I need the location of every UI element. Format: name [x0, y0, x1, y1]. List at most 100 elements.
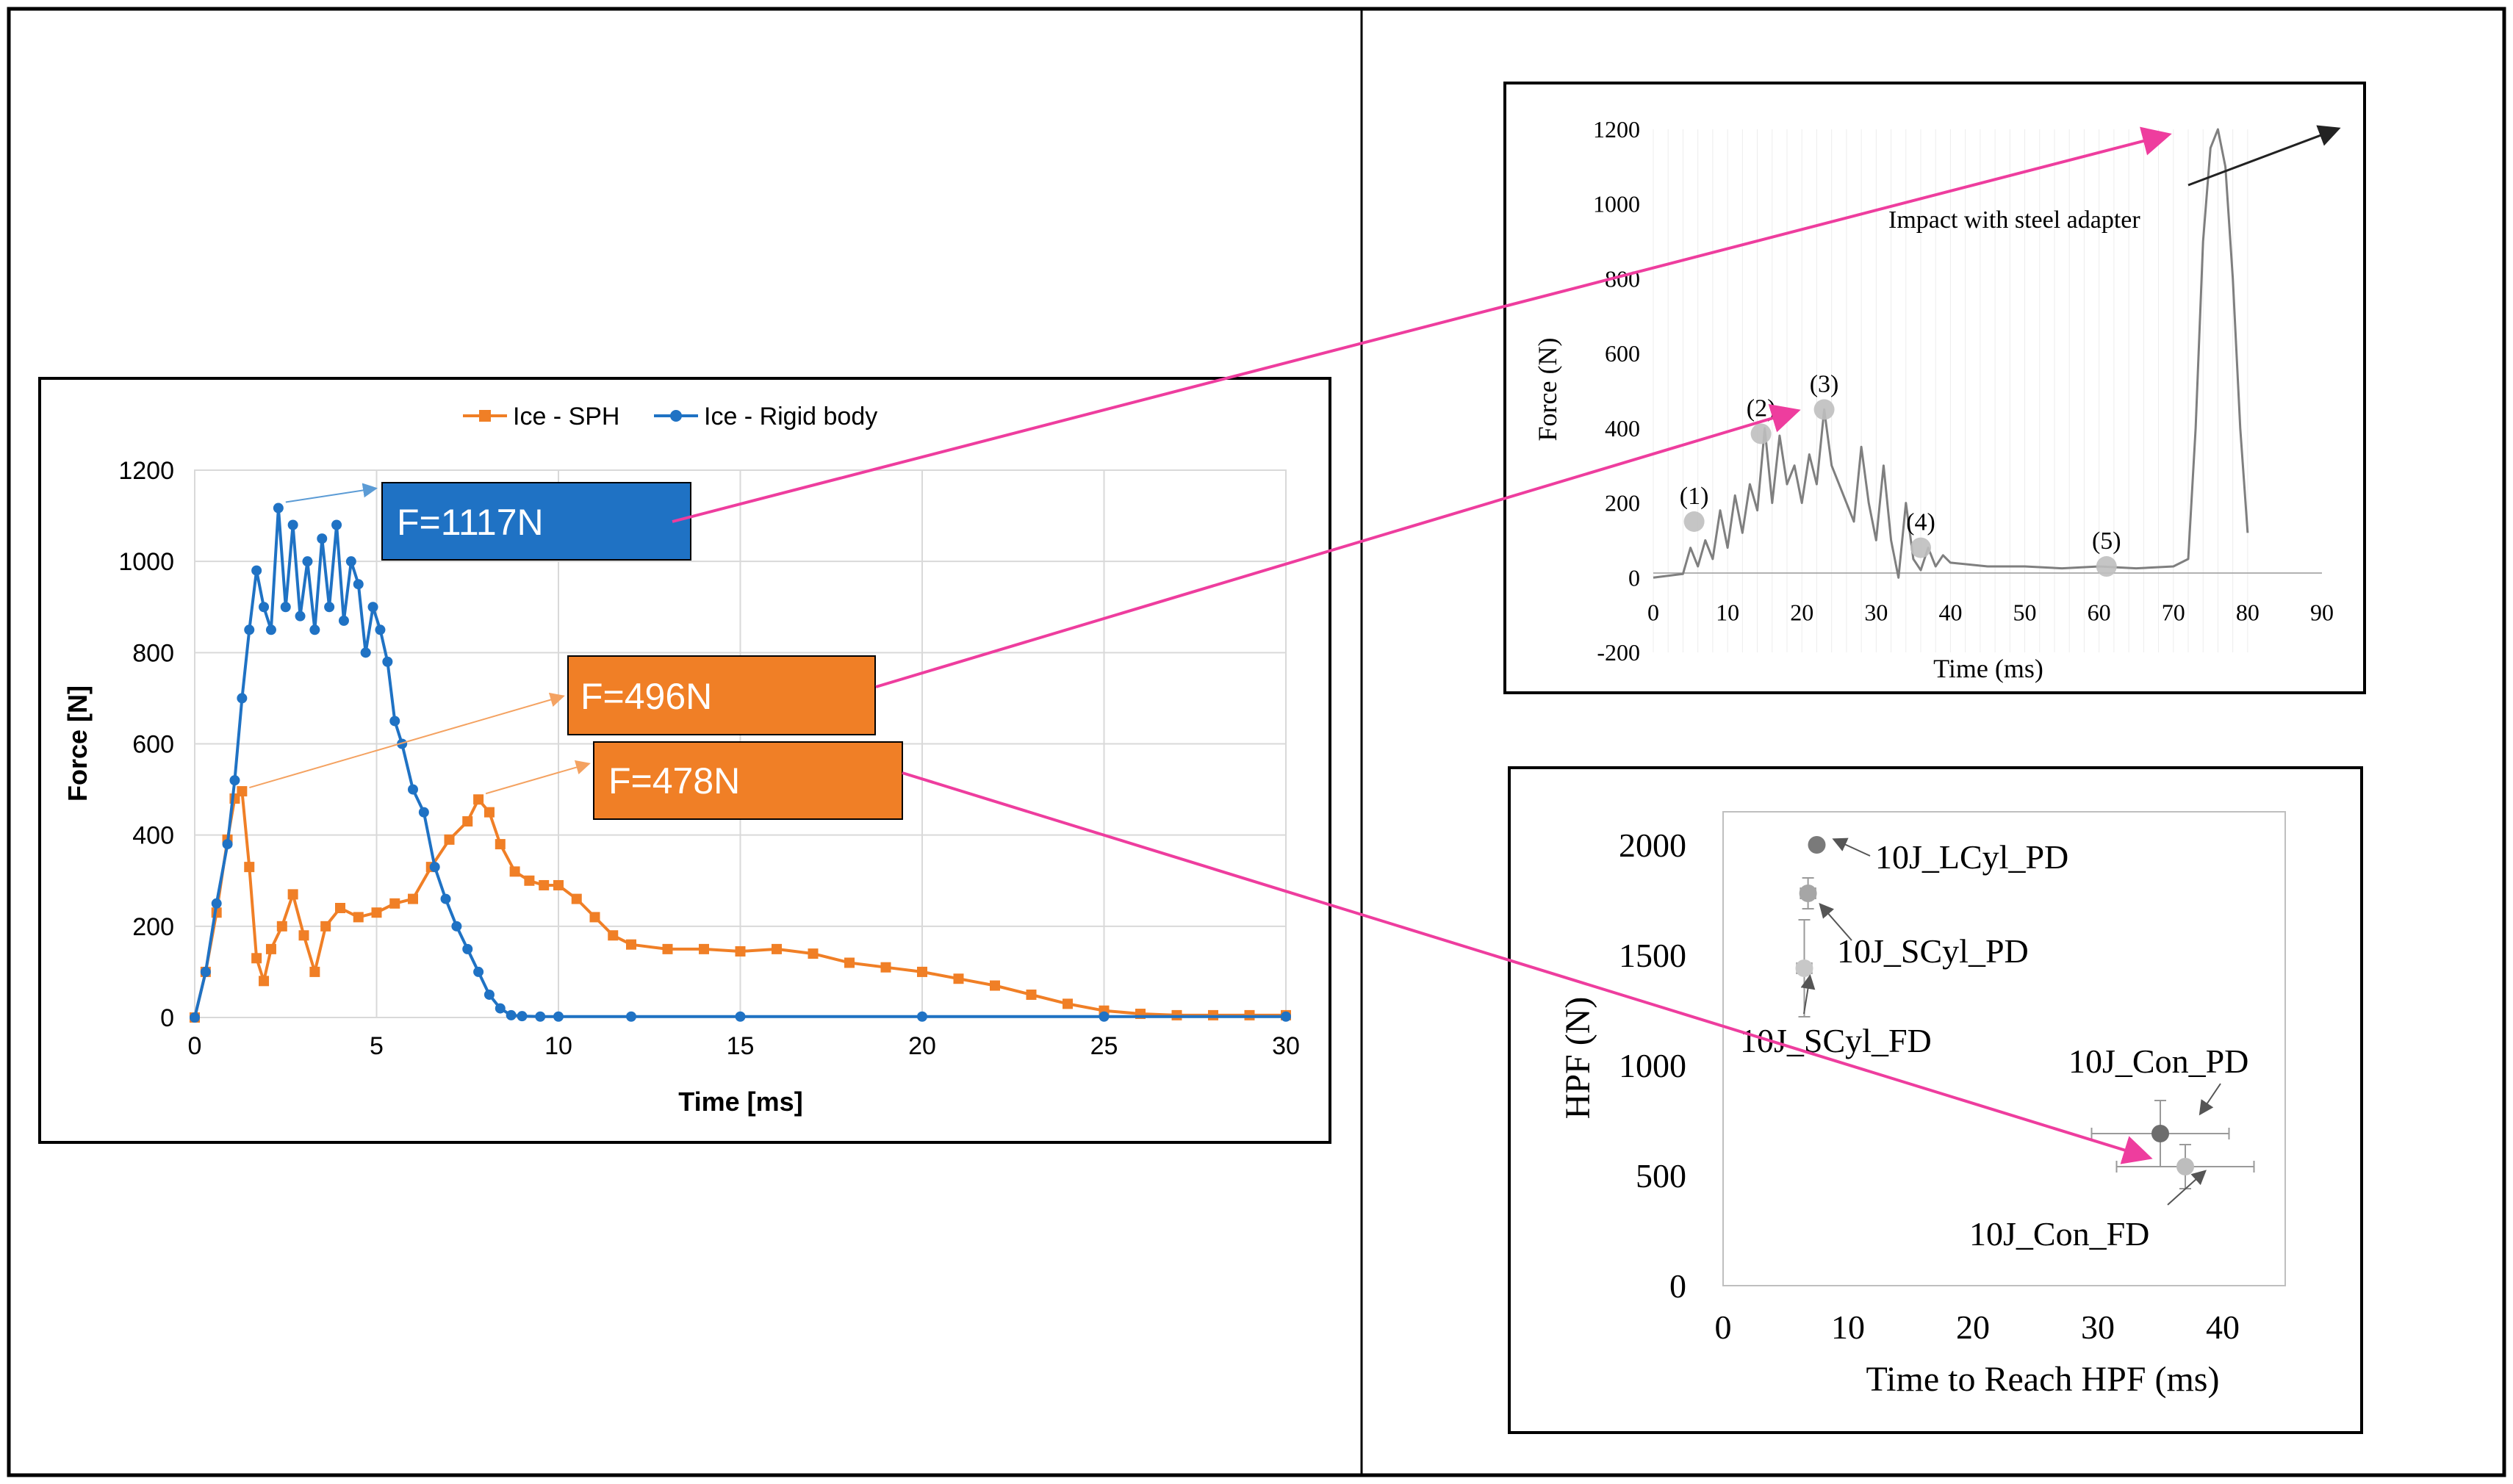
- data-point-sph: [699, 943, 709, 954]
- data-point-rigid: [338, 615, 349, 626]
- experiment-y-tick: 400: [1605, 415, 1640, 442]
- data-point-rigid: [418, 807, 429, 818]
- data-point-sph: [571, 893, 582, 904]
- experiment-x-tick: 10: [1716, 599, 1739, 625]
- hpf-x-tick: 20: [1956, 1308, 1990, 1346]
- data-point-rigid: [244, 624, 255, 635]
- simulation-x-axis-label: Time [ms]: [678, 1087, 802, 1117]
- experiment-event-label: (4): [1906, 509, 1935, 536]
- simulation-y-tick: 1000: [118, 548, 174, 576]
- data-point-rigid: [360, 647, 371, 658]
- hpf-chart: 0 500 1000 1500 2000 0 10 20 30 40 Time to Reach…: [1508, 766, 2363, 1434]
- data-point-rigid: [287, 519, 298, 530]
- data-point-rigid: [237, 693, 248, 704]
- data-point-sph: [735, 945, 746, 957]
- simulation-legend: Ice - SPH Ice - Rigid body: [463, 403, 877, 431]
- data-point-sph: [662, 943, 673, 954]
- data-point-rigid: [280, 602, 291, 613]
- simulation-y-tick: 800: [132, 639, 174, 667]
- experiment-x-axis-label: Time (ms): [1933, 654, 2043, 683]
- data-point-sph: [408, 893, 418, 904]
- simulation-x-tick-labels: 0 5 10 15 20 25 30: [188, 1032, 1300, 1060]
- connector-arrows: [672, 126, 2172, 1164]
- hpf-y-tick: 500: [1636, 1157, 1686, 1195]
- data-point-sph: [259, 976, 270, 987]
- experiment-y-tick: 0: [1628, 564, 1640, 591]
- simulation-y-axis-label: Force [N]: [62, 685, 93, 802]
- simulation-y-tick: 0: [160, 1004, 174, 1032]
- data-point-rigid: [345, 556, 356, 567]
- data-point-rigid: [408, 784, 418, 795]
- hpf-point-10J_LCyl_PD: [1808, 836, 1826, 854]
- data-point-rigid: [309, 624, 320, 635]
- simulation-x-tick: 20: [908, 1032, 936, 1060]
- experiment-event-dot: [1813, 399, 1835, 420]
- data-point-rigid: [389, 716, 400, 727]
- data-point-sph: [444, 834, 455, 845]
- series-line-rigid: [193, 506, 1286, 1018]
- data-point-rigid: [462, 943, 473, 954]
- hpf-y-tick: 1000: [1619, 1047, 1686, 1084]
- data-point-rigid: [273, 503, 284, 514]
- hpf-chart-frame: [1508, 766, 2363, 1434]
- callout-box-478: [593, 741, 903, 820]
- data-point-sph: [1026, 989, 1037, 1000]
- data-point-rigid: [222, 839, 233, 850]
- data-point-rigid: [1281, 1011, 1291, 1022]
- data-point-rigid: [1099, 1011, 1110, 1022]
- data-point-rigid: [917, 1011, 927, 1022]
- hpf-x-tick: 30: [2081, 1308, 2115, 1346]
- experiment-y-tick: -200: [1597, 639, 1640, 666]
- legend-label-sph: Ice - SPH: [513, 403, 619, 431]
- data-point-sph: [353, 912, 364, 923]
- experiment-event-dot: [1683, 511, 1705, 532]
- hpf-label-lcyl-pd: 10J_LCyl_PD: [1875, 838, 2068, 876]
- data-point-sph: [483, 807, 495, 818]
- data-point-rigid: [353, 579, 364, 590]
- experiment-x-tick: 30: [1864, 599, 1888, 625]
- data-point-sph: [608, 930, 619, 941]
- hpf-marker: [2176, 1158, 2194, 1175]
- data-point-sph: [953, 973, 964, 984]
- data-point-sph: [287, 889, 298, 900]
- hpf-y-axis-label: HPF (N): [1559, 997, 1597, 1120]
- callout-text-1117: F=1117N: [397, 502, 544, 543]
- hpf-point-10J_SCyl_FD: [1795, 919, 1813, 1017]
- hpf-pointer-lcyl-pd: [1832, 838, 1871, 857]
- data-point-sph: [772, 943, 782, 954]
- data-point-sph: [371, 907, 382, 918]
- data-point-rigid: [506, 1009, 517, 1020]
- simulation-gridlines: [194, 469, 1287, 1018]
- data-point-rigid: [473, 966, 484, 977]
- data-point-rigid: [553, 1011, 564, 1022]
- data-point-rigid: [535, 1011, 546, 1022]
- callout-leader-478: [485, 760, 591, 795]
- experiment-y-tick: 200: [1605, 490, 1640, 516]
- data-point-rigid: [429, 862, 440, 873]
- callout-leader-496: [249, 692, 565, 789]
- simulation-y-tick: 1200: [118, 457, 174, 485]
- simulation-y-tick: 400: [132, 822, 174, 850]
- experiment-x-tick: 90: [2310, 599, 2334, 625]
- data-point-rigid: [483, 989, 495, 1000]
- data-point-rigid: [735, 1011, 746, 1022]
- experiment-event-markers: (1)(2)(3)(4)(5): [1680, 370, 2121, 577]
- experiment-x-tick: 70: [2162, 599, 2185, 625]
- data-point-rigid: [317, 533, 328, 544]
- hpf-marker: [1795, 959, 1813, 977]
- hpf-marker: [1799, 885, 1817, 902]
- hpf-x-axis-label: Time to Reach HPF (ms): [1866, 1360, 2220, 1399]
- experiment-y-tick: 600: [1605, 340, 1640, 367]
- experiment-x-tick: 80: [2236, 599, 2259, 625]
- data-point-sph: [808, 948, 819, 959]
- hpf-point-10J_Con_FD: [2115, 1144, 2255, 1189]
- hpf-x-tick: 0: [1715, 1308, 1732, 1346]
- simulation-x-tick: 5: [370, 1032, 384, 1060]
- callout-box-496: [567, 655, 876, 735]
- data-point-sph: [244, 862, 255, 873]
- data-point-rigid: [324, 602, 335, 613]
- connector-arrow-1117-to-impact: [672, 126, 2172, 523]
- hpf-y-tick: 1500: [1619, 937, 1686, 974]
